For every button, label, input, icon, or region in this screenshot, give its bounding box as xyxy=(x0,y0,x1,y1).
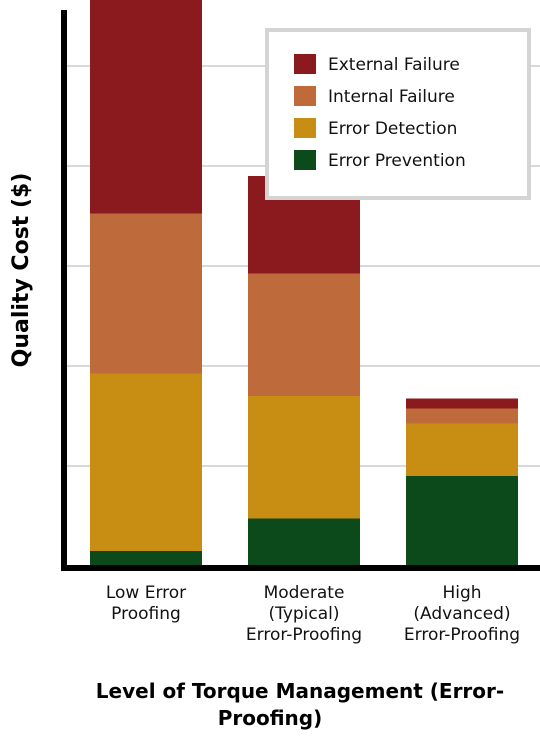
bar-segment-error-detection xyxy=(90,374,202,552)
legend-label: Error Detection xyxy=(328,119,457,139)
y-axis-label: Quality Cost ($) xyxy=(9,173,34,368)
bar-segment-internal-failure xyxy=(406,409,518,424)
bar-segment-internal-failure xyxy=(248,274,360,397)
legend-swatch xyxy=(294,150,316,170)
bar-segment-error-detection xyxy=(406,424,518,477)
bar-segment-error-prevention xyxy=(248,519,360,567)
x-tick-label: High (Advanced) Error-Proofing xyxy=(404,583,520,645)
bar-segment-internal-failure xyxy=(90,214,202,374)
legend-label: External Failure xyxy=(328,55,460,75)
x-tick-labels: Low Error Proofing Moderate (Typical) Error-… xyxy=(106,583,520,645)
bar-segment-error-detection xyxy=(248,396,360,519)
legend-swatch xyxy=(294,118,316,138)
x-axis-label-line: Proofing) xyxy=(218,706,323,730)
bar-segment-error-prevention xyxy=(406,476,518,566)
legend: External Failure Internal Failure Error De… xyxy=(267,30,529,198)
legend-label: Error Prevention xyxy=(328,151,466,171)
x-tick-label: Moderate (Typical) Error-Proofing xyxy=(246,583,362,645)
legend-swatch xyxy=(294,86,316,106)
bar-segment-error-prevention xyxy=(90,551,202,566)
bar-segment-external-failure xyxy=(406,399,518,409)
bar-segment-external-failure xyxy=(90,0,202,214)
legend-swatch xyxy=(294,54,316,74)
x-tick-label: Low Error Proofing xyxy=(106,583,186,624)
legend-label: Internal Failure xyxy=(328,87,455,107)
x-axis-label-line: Level of Torque Management (Error- xyxy=(96,679,504,703)
x-axis-label: Level of Torque Management (Error- Proofi… xyxy=(96,679,504,730)
